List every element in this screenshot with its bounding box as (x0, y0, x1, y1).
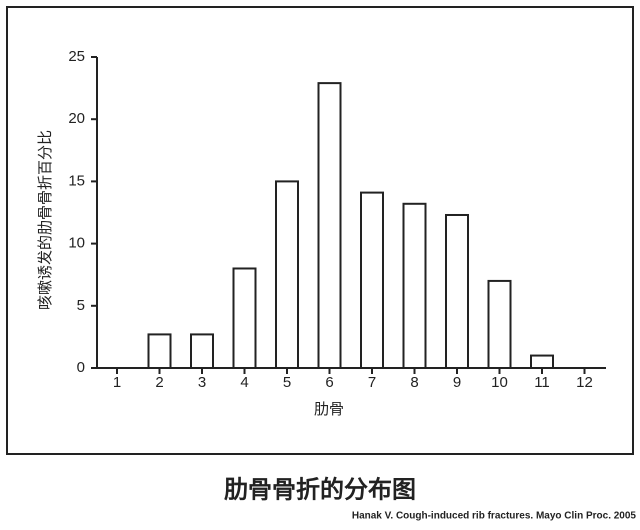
x-tick-label: 9 (453, 374, 461, 391)
source-note: Hanak V. Cough-induced rib fractures. Ma… (352, 511, 637, 522)
x-tick-label: 2 (155, 374, 163, 391)
y-tick-label: 20 (68, 110, 85, 127)
bar (317, 82, 342, 370)
bar (275, 180, 299, 369)
x-axis-label: 肋骨 (314, 401, 344, 418)
bar (360, 191, 384, 369)
y-tick-label: 0 (77, 359, 85, 376)
x-tick-label: 4 (240, 374, 248, 391)
bar (147, 333, 172, 369)
x-tick-label: 3 (198, 374, 206, 391)
x-tick-label: 8 (410, 374, 418, 391)
x-tick-label: 10 (491, 374, 508, 391)
y-tick-label: 10 (68, 235, 85, 252)
bar (445, 213, 469, 369)
x-tick-label: 6 (325, 374, 333, 391)
x-tick-label: 5 (283, 374, 291, 391)
x-tick-label: 12 (576, 374, 593, 391)
bar (530, 354, 554, 369)
x-tick-label: 7 (368, 374, 376, 391)
bar (487, 279, 512, 370)
bar (232, 267, 257, 370)
bar (402, 202, 427, 369)
y-tick-label: 25 (68, 48, 85, 65)
y-tick-label: 5 (77, 297, 85, 314)
bar (190, 333, 214, 369)
y-tick-label: 15 (68, 172, 85, 189)
y-axis-label: 咳嗽诱发的肋骨骨折百分比 (37, 130, 54, 310)
chart-title: 肋骨骨折的分布图 (224, 475, 416, 503)
chart-frame (6, 6, 634, 455)
x-tick-label: 1 (113, 374, 121, 391)
x-tick-label: 11 (534, 374, 550, 391)
